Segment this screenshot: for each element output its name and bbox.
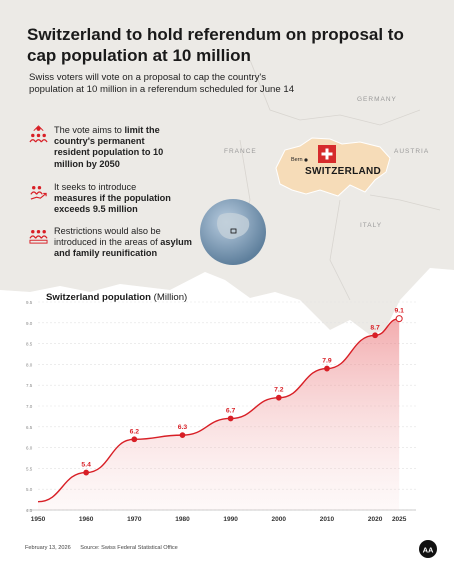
chart-title: Switzerland population (Million) — [46, 292, 187, 303]
country-label-germany: GERMANY — [357, 96, 397, 103]
y-tick-label: 7.5 — [26, 383, 33, 388]
data-label: 8.7 — [370, 324, 380, 331]
data-label: 6.2 — [130, 428, 140, 435]
data-label: 7.2 — [274, 387, 284, 394]
fact-item: Restrictions would also be introduced in… — [29, 226, 197, 260]
swiss-flag-icon — [318, 145, 336, 163]
fact-item: The vote aims to limit the country's per… — [29, 125, 179, 170]
fact-text: Restrictions would also be introduced in… — [54, 226, 161, 248]
y-tick-label: 9.5 — [26, 300, 33, 305]
data-label: 5.4 — [81, 462, 91, 469]
y-tick-label: 6.5 — [26, 425, 33, 430]
switzerland-label: SWITZERLAND — [305, 166, 382, 177]
switzerland-shape — [275, 137, 391, 197]
fact-bold: measures if the population exceeds 9.5 m… — [54, 193, 171, 215]
globe-icon — [200, 199, 266, 265]
x-tick-label: 1990 — [223, 516, 238, 523]
footer-source: Source: Swiss Federal Statistical Office — [80, 545, 178, 551]
y-tick-label: 8.5 — [26, 342, 33, 347]
aa-logo-icon: AA — [423, 546, 434, 555]
data-label: 6.7 — [226, 407, 236, 414]
data-label: 7.9 — [322, 358, 332, 365]
logo-text: AA — [423, 546, 434, 555]
land-mass — [0, 0, 454, 335]
y-tick-label: 9.0 — [26, 321, 33, 326]
borders — [229, 59, 441, 301]
country-label-austria: AUSTRIA — [394, 148, 430, 155]
x-tick-label: 2020 — [368, 516, 383, 523]
fact-item: It seeks to introduce measures if the po… — [29, 182, 179, 216]
page-title: Switzerland to hold referendum on propos… — [27, 25, 404, 65]
fact-text: The vote aims to — [54, 125, 125, 135]
people-target-icon — [29, 125, 48, 143]
country-label-italy: ITALY — [360, 222, 383, 229]
chart-unit: (Million) — [153, 292, 188, 303]
fact-text: It seeks to introduce — [54, 182, 137, 192]
y-tick-label: 5.0 — [26, 487, 33, 492]
data-point — [324, 365, 330, 372]
data-point — [275, 394, 282, 401]
people-restriction-icon — [29, 229, 48, 244]
x-tick-label: 1960 — [79, 516, 94, 523]
data-point — [131, 436, 138, 443]
people-growth-icon — [30, 185, 47, 200]
capital-label: Bern — [291, 157, 303, 163]
x-tick-label: 1970 — [127, 516, 142, 523]
chart-title-text: Switzerland population — [46, 292, 151, 303]
data-point — [179, 432, 186, 439]
y-tick-label: 8.0 — [26, 362, 33, 367]
footer: February 13, 2026 Source: Swiss Federal … — [25, 545, 186, 551]
x-tick-label: 1950 — [31, 516, 46, 523]
fact-bold: limit the country's permanent resident p… — [54, 125, 164, 169]
data-label: 9.1 — [394, 308, 404, 315]
data-point — [395, 315, 403, 323]
data-label: 6.3 — [178, 424, 188, 431]
page-subtitle: Swiss voters will vote on a proposal to … — [29, 72, 295, 95]
data-point — [83, 469, 90, 476]
data-point — [372, 332, 379, 339]
capital-dot — [304, 158, 308, 162]
fact-bold: asylum and family reunification — [54, 237, 192, 259]
country-label-france: FRANCE — [224, 148, 257, 155]
y-tick-label: 4.5 — [26, 508, 33, 513]
y-tick-label: 5.5 — [26, 466, 33, 471]
logo: AA — [419, 540, 437, 558]
x-tick-label: 2010 — [320, 516, 335, 523]
x-tick-label: 1980 — [175, 516, 190, 523]
y-tick-label: 7.0 — [26, 404, 33, 409]
population-area — [38, 318, 400, 510]
y-tick-label: 6.0 — [26, 446, 33, 451]
x-tick-label: 2025 — [392, 516, 407, 523]
footer-date: February 13, 2026 — [25, 545, 71, 551]
data-point — [227, 415, 234, 422]
x-tick-label: 2000 — [272, 516, 287, 523]
